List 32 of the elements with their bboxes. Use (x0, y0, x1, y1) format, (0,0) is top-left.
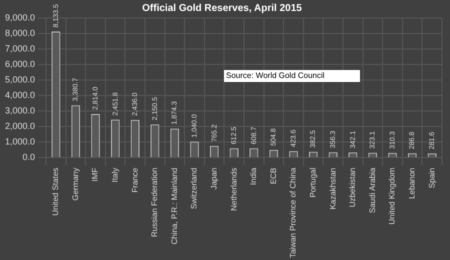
x-tick-label: Kazakhstan (328, 168, 338, 210)
x-tick-label: Italy (110, 168, 120, 182)
x-tick-label: Japan (210, 168, 219, 190)
x-tick-label: Portugal (308, 168, 318, 198)
note-box: Source: World Gold Council (224, 70, 360, 82)
y-tick-label: 7,000.0 (4, 44, 36, 54)
x-tick-label: Germany (70, 168, 80, 201)
x-tick-label: United Kingdom (388, 167, 397, 225)
x-tick-label: Russian Federation (150, 168, 160, 238)
y-tick-label: 4,000.0 (4, 90, 36, 100)
y-tick-label: 5,000.0 (4, 74, 36, 85)
x-tick-label: Saudi Arabia (368, 167, 377, 214)
x-tick-label: Uzbekistan (348, 168, 358, 208)
x-tick-label: France (130, 167, 140, 193)
y-tick-label: 6,000.0 (4, 59, 36, 70)
y-tick-label: 9,000.0 (4, 12, 36, 22)
x-tick-label: Netherlands (229, 168, 238, 211)
x-tick-label: IMF (90, 168, 100, 182)
x-tick-label: United States (51, 168, 60, 216)
y-tick-label: 8,000.0 (4, 28, 36, 38)
x-tick-label: ECB (268, 168, 278, 184)
x-tick-label: Lebanon (408, 168, 417, 199)
chart-title: Official Gold Reserves, April 2015 (142, 2, 302, 14)
x-tick-label: India (249, 167, 258, 186)
x-tick-label: Taiwan Province of China (288, 167, 298, 258)
x-tick-label: China, P.R.: Mainland (170, 168, 179, 245)
y-tick-label: 1,000.0 (4, 136, 36, 147)
y-tick-label: 3,000.0 (4, 106, 36, 116)
x-tick-label: Spain (427, 168, 436, 188)
y-tick-label: 2,000.0 (4, 121, 36, 132)
x-tick-label: Switzerland (190, 168, 199, 210)
y-tick-label: 0.0 (22, 152, 36, 162)
